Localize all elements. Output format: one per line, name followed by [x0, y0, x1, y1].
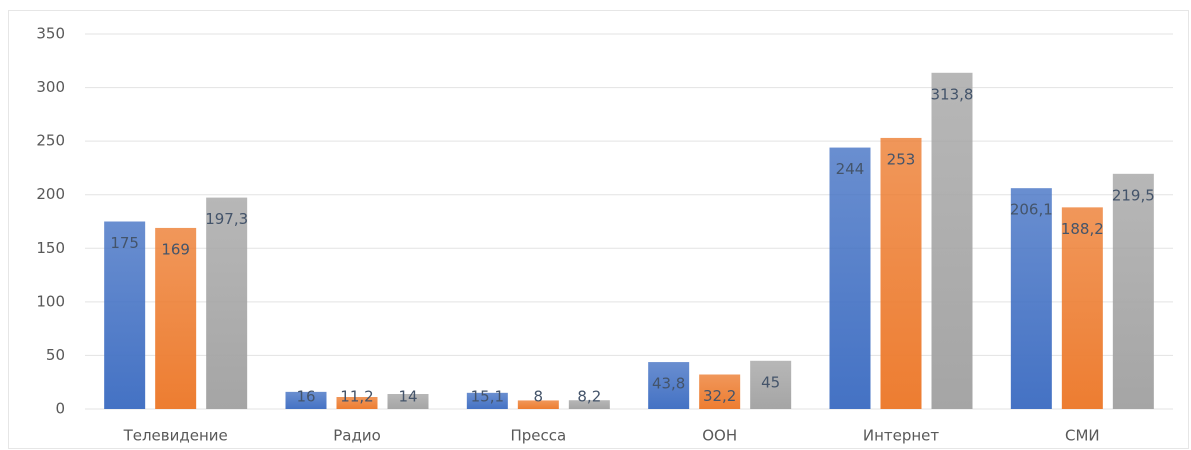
data-label: 32,2	[703, 387, 736, 405]
x-tick-label: Интернет	[863, 427, 940, 445]
bar	[517, 400, 559, 409]
y-tick-label: 100	[36, 292, 65, 310]
y-tick-label: 200	[36, 185, 65, 203]
x-tick-label: Радио	[333, 427, 381, 445]
data-label: 313,8	[931, 85, 974, 103]
y-tick-label: 0	[55, 400, 65, 418]
data-label: 219,5	[1112, 186, 1155, 204]
chart-frame	[8, 10, 1189, 449]
y-tick-label: 350	[36, 25, 65, 43]
y-tick-label: 250	[36, 132, 65, 150]
data-label: 8	[534, 388, 544, 406]
data-label: 253	[887, 150, 916, 168]
data-label: 175	[110, 234, 139, 252]
bar	[336, 397, 378, 409]
bar	[568, 400, 610, 409]
data-label: 206,1	[1010, 201, 1053, 219]
bar	[206, 197, 248, 409]
data-label: 43,8	[652, 375, 685, 393]
x-tick-label: Пресса	[510, 427, 566, 445]
bar	[699, 374, 741, 409]
y-tick-label: 150	[36, 239, 65, 257]
bar	[104, 221, 146, 409]
data-label: 244	[836, 160, 865, 178]
data-label: 8,2	[577, 388, 601, 406]
bar	[931, 72, 973, 410]
data-label: 169	[161, 240, 190, 258]
data-label: 45	[761, 373, 780, 391]
x-tick-label: Телевидение	[123, 427, 228, 445]
bar	[285, 391, 327, 409]
bar	[1112, 173, 1154, 409]
bar	[750, 360, 792, 409]
data-label: 197,3	[205, 210, 248, 228]
bar	[880, 137, 922, 409]
bar	[829, 147, 871, 410]
data-label: 14	[398, 388, 417, 406]
bar	[155, 227, 197, 409]
bar	[648, 362, 690, 409]
y-tick-label: 50	[46, 346, 65, 364]
bar	[466, 392, 508, 409]
data-label: 15,1	[471, 388, 504, 406]
y-tick-label: 300	[36, 78, 65, 96]
bar	[1061, 207, 1103, 409]
x-tick-label: ООН	[702, 427, 737, 445]
data-label: 16	[296, 388, 315, 406]
bar	[1010, 188, 1052, 409]
data-label: 11,2	[340, 388, 373, 406]
data-label: 188,2	[1061, 220, 1104, 238]
x-tick-label: СМИ	[1065, 427, 1100, 445]
bar	[387, 394, 429, 409]
